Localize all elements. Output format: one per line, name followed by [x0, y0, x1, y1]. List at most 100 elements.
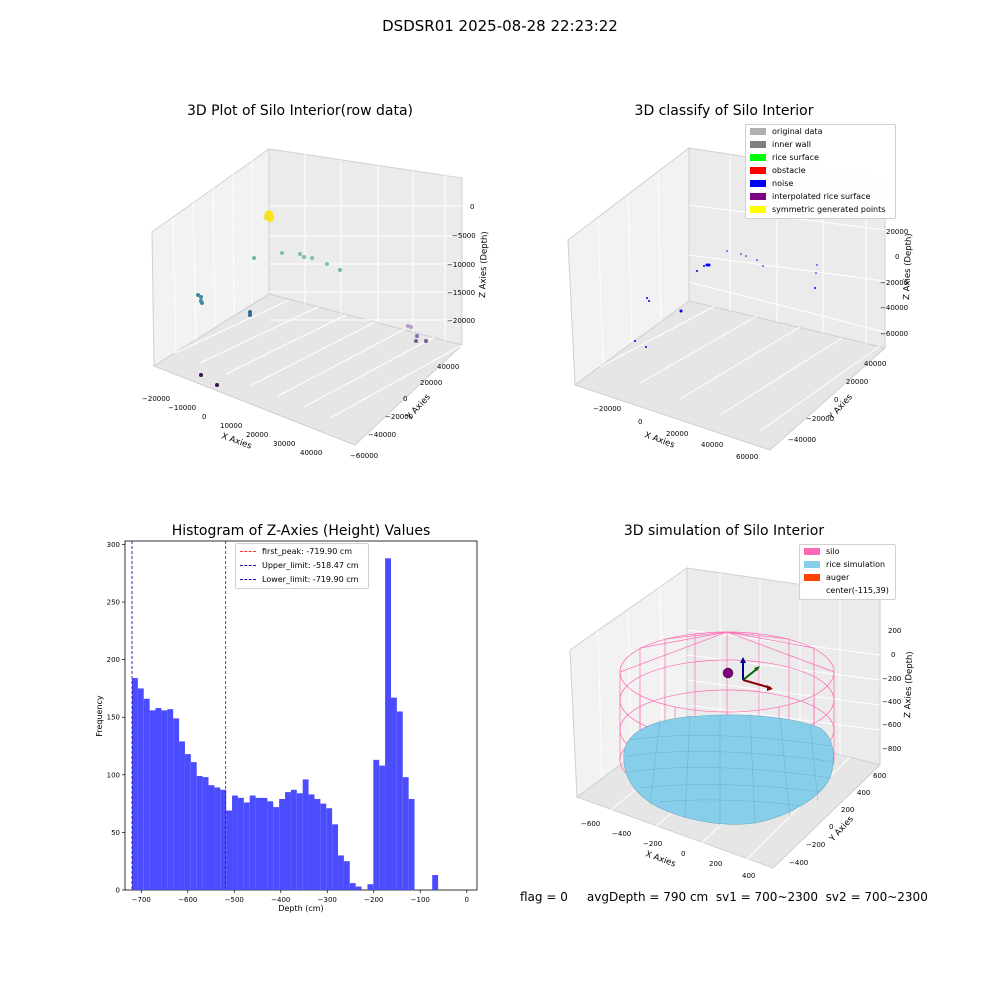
sim-xtick: −200: [643, 840, 662, 848]
simulation-legend-label: center(-115,39): [826, 586, 889, 595]
sim-ytick: 200: [841, 806, 854, 814]
classify-legend: original data inner wall rice surface obsta…: [745, 124, 896, 219]
histogram-bar: [285, 792, 291, 890]
histogram-xtick-label: −700: [132, 896, 151, 904]
histogram-ytick-label: 250: [107, 599, 120, 607]
classify-legend-swatch: [750, 180, 766, 187]
histogram-legend-label: Lower_limit: -719.90 cm: [262, 574, 359, 584]
status-footer: flag = 0 avgDepth = 790 cm sv1 = 700~230…: [520, 890, 928, 904]
simulation-legend-item: auger: [800, 571, 895, 584]
histogram-bar: [355, 886, 362, 890]
classify-legend-label: rice surface: [772, 153, 819, 162]
raw-ylabel: Y Axies: [404, 392, 433, 423]
simulation-legend-swatch: [804, 587, 820, 594]
histogram-bar: [408, 799, 415, 890]
histogram-bar: [367, 884, 374, 890]
histogram-ytick-label: 100: [107, 771, 120, 779]
histogram-xlabel: Depth (cm): [278, 904, 323, 913]
classify-legend-label: interpolated rice surface: [772, 192, 871, 201]
histogram-bar: [332, 824, 339, 890]
histogram-bar: [149, 710, 156, 890]
raw-xtick: −10000: [168, 404, 196, 412]
classify-ytick: 40000: [864, 360, 886, 368]
sim-xtick: 0: [681, 850, 685, 858]
raw-data-points: [196, 210, 428, 387]
histogram-legend-item: Lower_limit: -719.90 cm: [236, 572, 368, 586]
histogram-bar: [314, 799, 321, 890]
sim-ztick: −400: [882, 698, 901, 706]
classify-legend-label: obstacle: [772, 166, 806, 175]
histogram-bar: [155, 708, 162, 890]
raw-ztick: −10000: [447, 261, 475, 269]
histogram-title: Histogram of Z-Axies (Height) Values: [171, 523, 431, 539]
histogram-ytick-label: 50: [111, 829, 120, 837]
histogram-bar: [173, 718, 180, 890]
classify-legend-swatch: [750, 206, 766, 213]
raw-ytick: −20000: [385, 413, 413, 421]
histogram-ylabel: Frequency: [95, 695, 104, 737]
classify-legend-item: symmetric generated points: [746, 203, 895, 216]
raw-xtick: 30000: [273, 440, 295, 448]
classify-ztick: 20000: [886, 228, 908, 236]
raw-ytick: 40000: [437, 363, 459, 371]
histogram-bar: [243, 802, 250, 890]
simulation-plot-title: 3D simulation of Silo Interior: [623, 523, 825, 539]
raw-xtick: 10000: [220, 422, 242, 430]
sim-ztick: 200: [888, 627, 901, 635]
center-marker: [722, 667, 734, 679]
classify-legend-item: interpolated rice surface: [746, 190, 895, 203]
classify-ztick: −40000: [880, 304, 908, 312]
classify-legend-label: inner wall: [772, 140, 812, 149]
sim-xtick: −600: [581, 820, 600, 828]
figure-title: DSDSR01 2025-08-28 22:23:22: [382, 17, 618, 35]
sim-ytick: −200: [806, 841, 825, 849]
histogram-ytick-label: 0: [116, 887, 120, 895]
histogram-bar: [161, 710, 168, 890]
raw-ytick: 0: [403, 395, 407, 403]
histogram-bar: [131, 678, 138, 890]
raw-ztick: −20000: [447, 317, 475, 325]
histogram-ytick-label: 300: [107, 541, 120, 549]
sim-ytick: 0: [829, 823, 833, 831]
raw-ytick: 20000: [420, 379, 442, 387]
classify-noise-points: [634, 250, 818, 348]
histogram-bar: [190, 762, 197, 890]
classify-zlabel: Z Axies (Depth): [902, 233, 914, 300]
classify-legend-item: noise: [746, 177, 895, 190]
histogram-bar: [143, 698, 150, 890]
histogram-bar: [402, 777, 409, 890]
sim-ztick: 0: [891, 651, 895, 659]
histogram-bar: [249, 795, 256, 890]
classify-legend-item: inner wall: [746, 138, 895, 151]
histogram-ytick-label: 150: [107, 714, 120, 722]
raw-ztick: −5000: [452, 232, 476, 240]
sim-xtick: 200: [709, 860, 722, 868]
histogram-legend-item: first_peak: -719.90 cm: [236, 544, 368, 558]
histogram-bar: [273, 807, 280, 890]
histogram-bar: [385, 558, 391, 890]
histogram-bar: [179, 741, 185, 890]
sim-xtick: 400: [742, 872, 755, 880]
histogram-bar: [237, 797, 244, 890]
histogram-legend-label: first_peak: -719.90 cm: [262, 546, 353, 556]
classify-floor-pane: [573, 300, 887, 451]
classify-legend-item: obstacle: [746, 164, 895, 177]
raw-xtick: 0: [202, 413, 206, 421]
classify-legend-swatch: [750, 193, 766, 200]
sim-zlabel: Z Axies (Depth): [903, 651, 915, 718]
sim-ytick: −400: [789, 859, 808, 867]
classify-legend-item: rice surface: [746, 151, 895, 164]
classify-legend-swatch: [750, 141, 766, 148]
sim-ytick: 600: [873, 772, 886, 780]
histogram-bar: [320, 803, 327, 890]
histogram-bar: [279, 799, 286, 890]
raw-xtick: −20000: [142, 395, 170, 403]
histogram-bar: [326, 808, 333, 890]
histogram-bar: [302, 779, 309, 890]
classify-legend-swatch: [750, 154, 766, 161]
classify-ytick: −20000: [806, 415, 834, 423]
raw-ztick: −15000: [447, 289, 475, 297]
simulation-legend-item: center(-115,39): [800, 584, 895, 597]
histogram-bar: [396, 711, 403, 890]
raw-ytick: −40000: [368, 431, 396, 439]
